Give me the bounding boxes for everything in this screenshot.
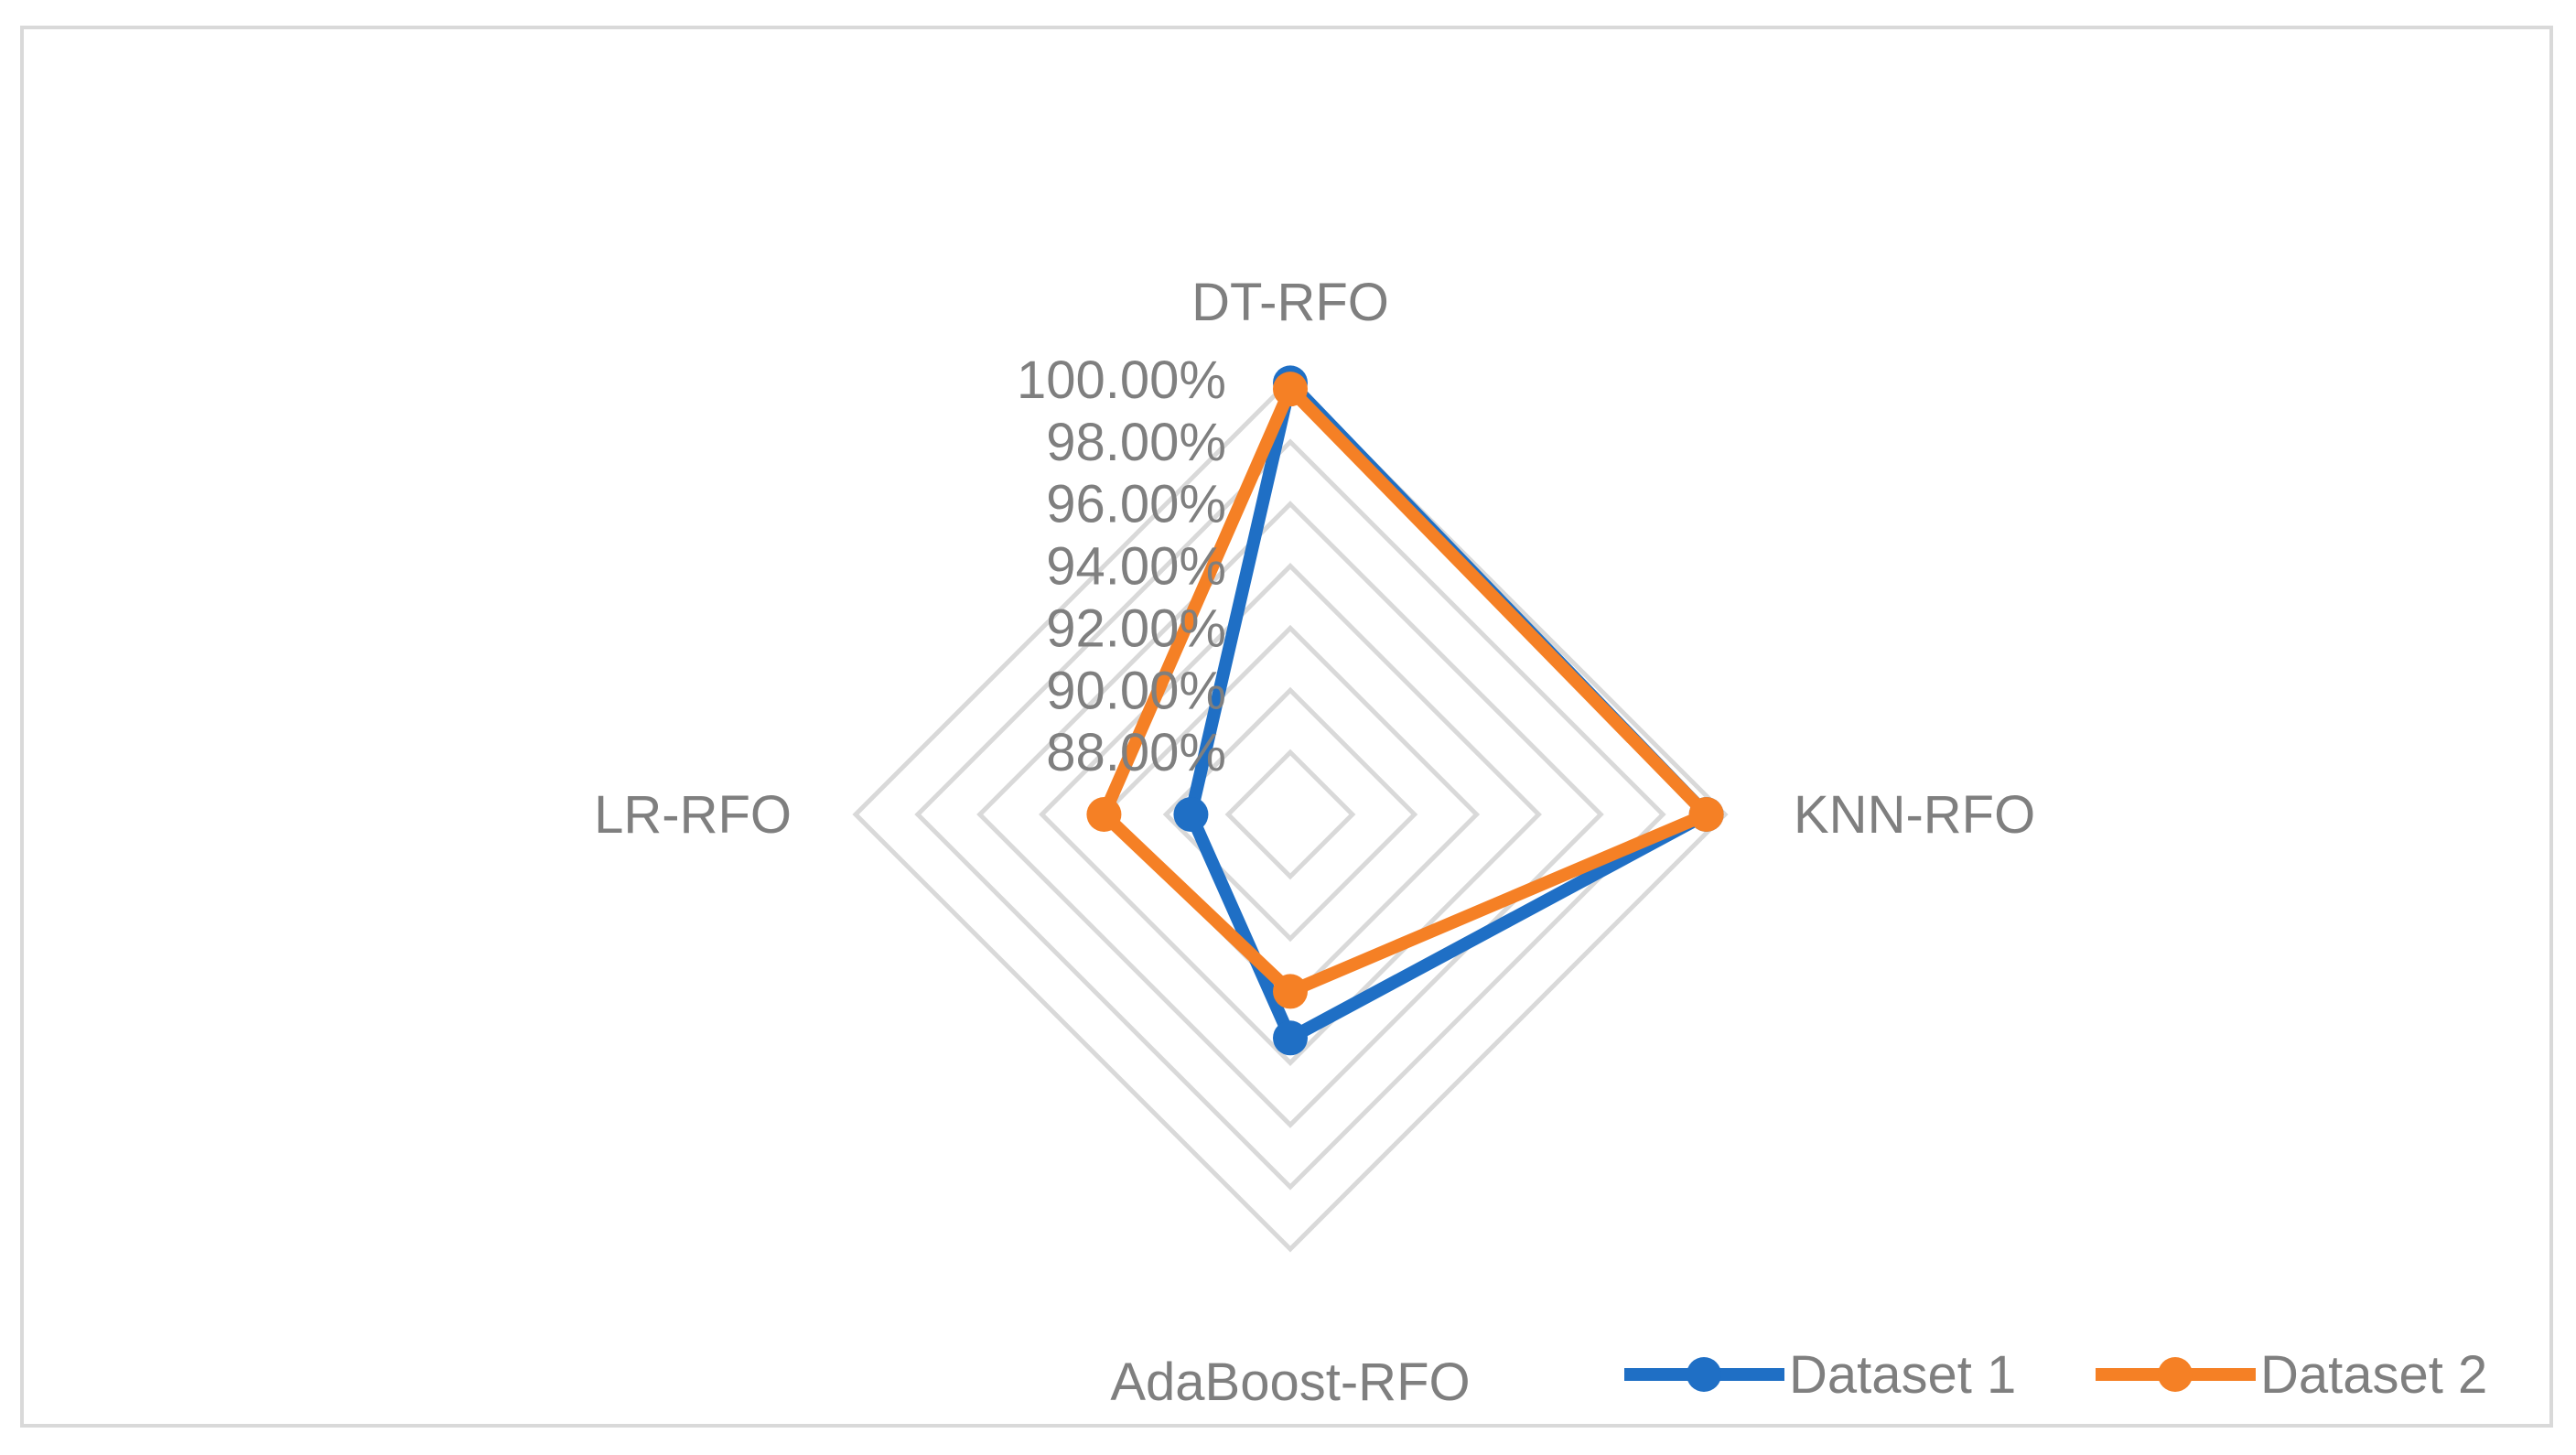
legend-swatch-marker-1 — [1687, 1357, 1721, 1392]
radar-grid — [852, 376, 1729, 1253]
legend-label-1: Dataset 1 — [1789, 1345, 2016, 1405]
data-point-s2-adaboost-rfo — [1273, 974, 1308, 1009]
grid-ring-6 — [852, 376, 1729, 1253]
tick-label-2: 92.00% — [1046, 598, 1226, 658]
legend-item-2[interactable]: Dataset 2 — [2096, 1345, 2487, 1405]
data-point-s2-lr-rfo — [1086, 797, 1122, 832]
legend[interactable]: Dataset 1 Dataset 2 — [1624, 1345, 2487, 1405]
grid-ring-3 — [1039, 563, 1542, 1066]
tick-label-4: 96.00% — [1046, 475, 1226, 534]
series-layer — [1086, 365, 1724, 1056]
tick-label-5: 98.00% — [1046, 413, 1226, 472]
grid-ring-5 — [914, 438, 1666, 1191]
category-label-lr-rfo: LR-RFO — [594, 785, 792, 845]
legend-swatch-marker-2 — [2158, 1357, 2193, 1392]
tick-label-1: 90.00% — [1046, 661, 1226, 720]
grid-ring-1 — [1162, 686, 1418, 943]
grid-ring-0 — [1224, 749, 1356, 880]
grid-ring-4 — [976, 501, 1604, 1128]
category-label-dt-rfo: DT-RFO — [1191, 273, 1389, 332]
data-point-s2-dt-rfo — [1273, 372, 1308, 407]
tick-label-3: 94.00% — [1046, 537, 1226, 597]
category-label-adaboost-rfo: AdaBoost-RFO — [1110, 1353, 1470, 1412]
legend-label-2: Dataset 2 — [2260, 1345, 2487, 1405]
category-labels: DT-RFO KNN-RFO AdaBoost-RFO LR-RFO — [594, 273, 2035, 1412]
tick-labels: 88.00%90.00%92.00%94.00%96.00%98.00%100.… — [1017, 350, 1226, 782]
category-label-knn-rfo: KNN-RFO — [1794, 785, 2035, 845]
tick-label-0: 88.00% — [1046, 723, 1226, 782]
data-point-s1-lr-rfo — [1173, 797, 1209, 832]
chart-frame — [20, 26, 2553, 1428]
data-point-s2-knn-rfo — [1688, 797, 1724, 832]
legend-item-1[interactable]: Dataset 1 — [1624, 1345, 2016, 1405]
tick-label-6: 100.00% — [1017, 350, 1226, 410]
data-point-s1-adaboost-rfo — [1273, 1020, 1308, 1056]
